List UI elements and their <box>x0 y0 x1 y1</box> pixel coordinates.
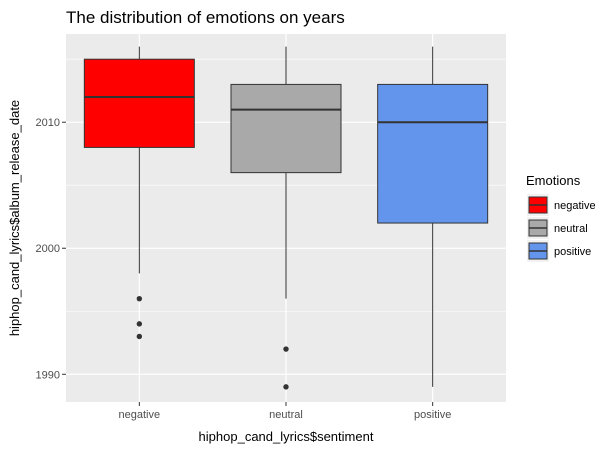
box-body <box>83 58 195 148</box>
legend-label: neutral <box>554 223 588 235</box>
y-tick-label: 1990 <box>36 369 60 381</box>
x-tick-label: negative <box>119 409 161 421</box>
outlier-point <box>283 346 289 352</box>
y-axis: 1990 2000 2010 <box>36 117 66 381</box>
legend-item-positive: positive <box>527 240 591 262</box>
legend-label: positive <box>554 246 591 258</box>
y-axis-title: hiphop_cand_lyrics$album_release_date <box>7 100 22 336</box>
legend-label: negative <box>554 200 596 212</box>
outlier-point <box>136 333 143 340</box>
x-tick-label: positive <box>414 409 451 421</box>
outlier-point <box>136 321 143 327</box>
y-tick-label: 2000 <box>36 243 60 255</box>
box-negative <box>83 46 195 340</box>
box-body <box>377 83 489 224</box>
box-neutral <box>230 46 342 390</box>
legend: Emotions negative neutral positive <box>526 173 596 262</box>
box-positive <box>377 46 489 387</box>
legend-title: Emotions <box>526 173 581 188</box>
outlier-point <box>136 295 143 302</box>
x-tick-label: neutral <box>269 409 303 421</box>
legend-item-negative: negative <box>527 194 596 216</box>
x-axis-title: hiphop_cand_lyrics$sentiment <box>199 429 374 444</box>
box-body <box>230 83 342 174</box>
x-axis: negative neutral positive <box>119 402 451 421</box>
y-tick-label: 2010 <box>36 117 60 129</box>
outlier-point <box>283 384 289 390</box>
chart-title: The distribution of emotions on years <box>66 8 345 27</box>
boxes <box>83 46 489 390</box>
legend-item-neutral: neutral <box>527 217 588 239</box>
